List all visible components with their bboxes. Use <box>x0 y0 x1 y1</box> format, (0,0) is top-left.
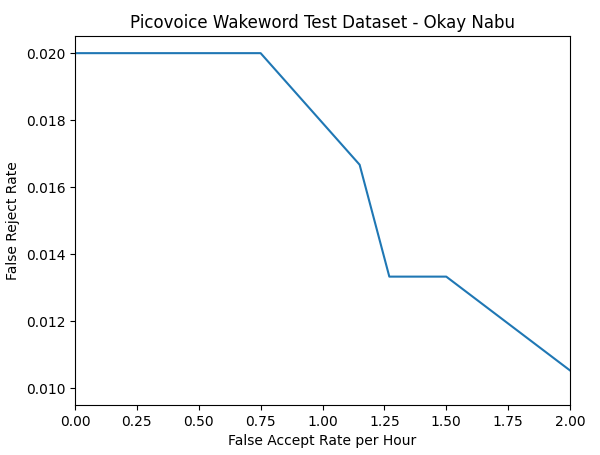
Y-axis label: False Reject Rate: False Reject Rate <box>6 162 20 280</box>
Title: Picovoice Wakeword Test Dataset - Okay Nabu: Picovoice Wakeword Test Dataset - Okay N… <box>130 14 515 32</box>
X-axis label: False Accept Rate per Hour: False Accept Rate per Hour <box>229 434 416 448</box>
